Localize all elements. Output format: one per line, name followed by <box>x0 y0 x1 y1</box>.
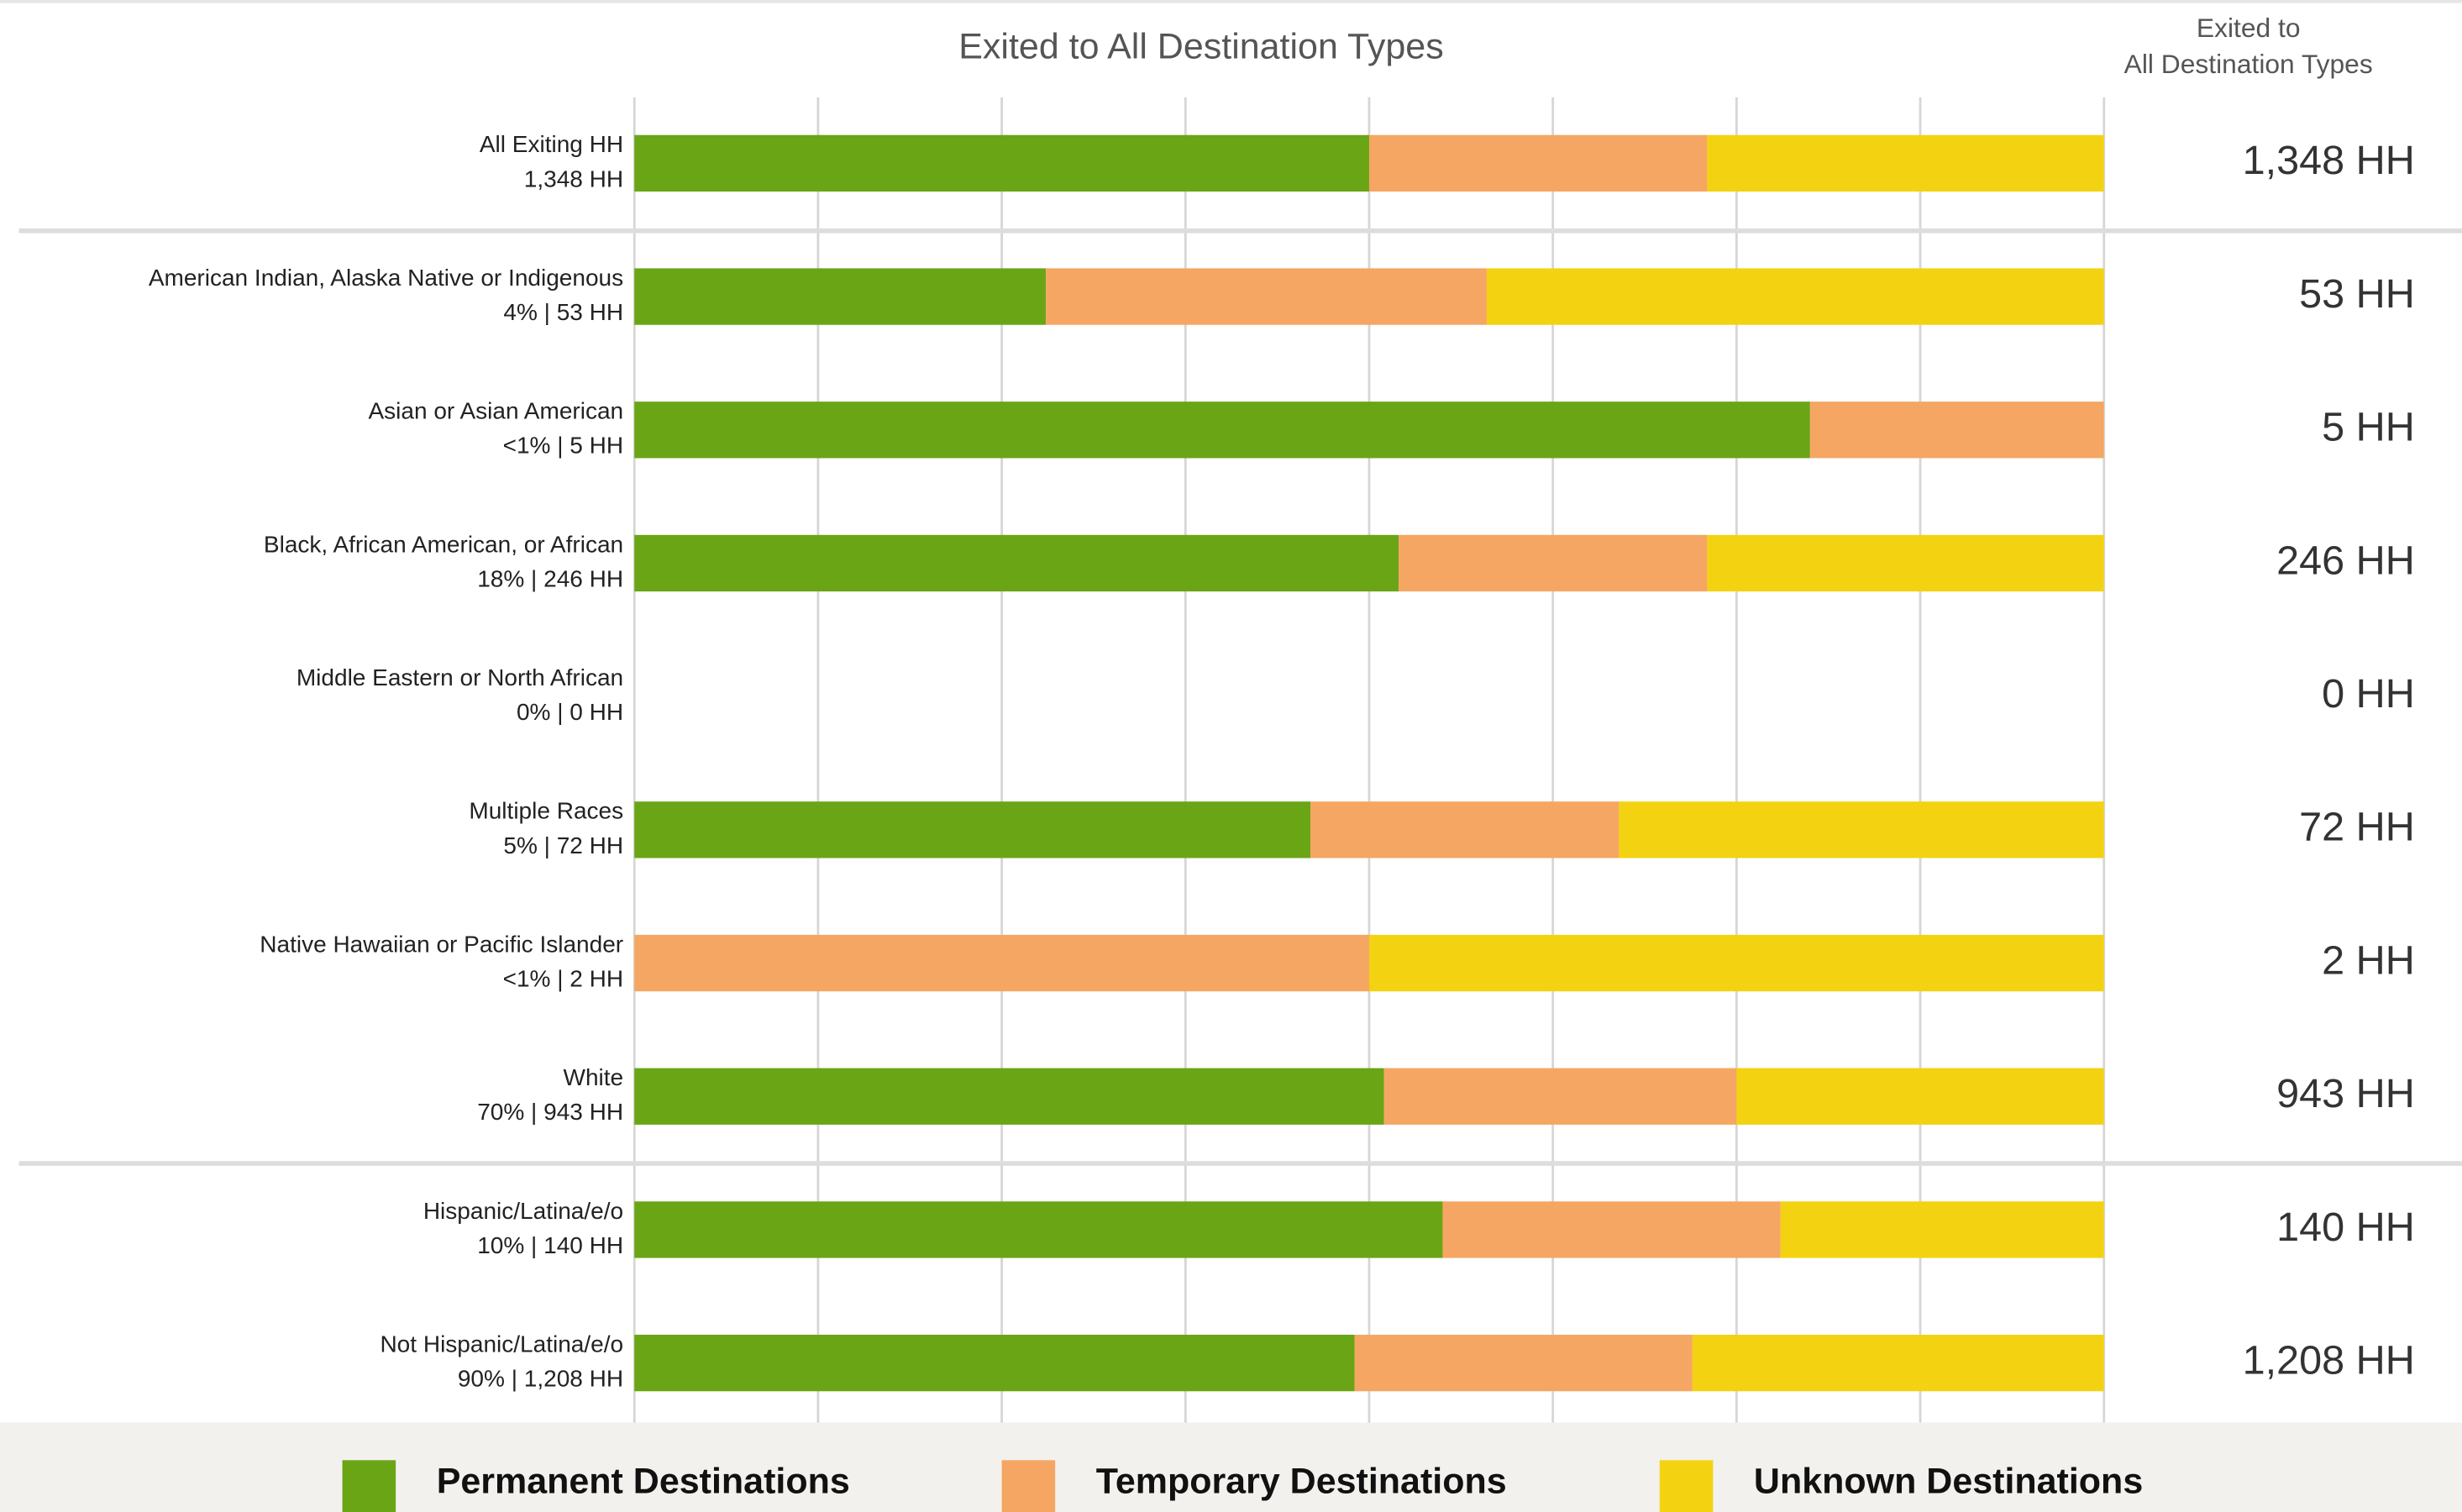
legend-swatch <box>1001 1460 1056 1512</box>
bar-segment <box>1707 134 2104 192</box>
total-label: 246 HH <box>2276 538 2415 583</box>
total-label: 5 HH <box>2322 405 2415 450</box>
category-detail: 1,348 HH <box>524 165 623 192</box>
bar-segment <box>1707 534 2104 592</box>
total-label: 53 HH <box>2299 271 2415 317</box>
category-label: Multiple Races <box>469 798 623 824</box>
bar-segment <box>634 402 1810 459</box>
legend-background <box>0 1422 2462 1512</box>
bar-segment <box>1780 1201 2104 1258</box>
bar-segment <box>634 801 1311 858</box>
bar-segment <box>1442 1201 1781 1258</box>
category-label: Native Hawaiian or Pacific Islander <box>260 931 623 957</box>
total-label: 1,348 HH <box>2243 138 2415 183</box>
legend-label: Permanent Destinations <box>437 1462 850 1502</box>
category-label: American Indian, Alaska Native or Indige… <box>149 265 623 291</box>
category-detail: <1% | 5 HH <box>503 433 624 459</box>
bar-segment <box>1619 801 2104 858</box>
legend-swatch <box>342 1460 396 1512</box>
bar-segment <box>634 268 1047 325</box>
bar-segment <box>1736 1068 2104 1125</box>
legend-swatch <box>1659 1460 1714 1512</box>
total-label: 943 HH <box>2276 1071 2415 1116</box>
bar-segment <box>1310 801 1619 858</box>
category-detail: 4% | 53 HH <box>503 299 623 325</box>
category-detail: 0% | 0 HH <box>517 699 623 725</box>
total-label: 1,208 HH <box>2243 1337 2415 1383</box>
bar-segment <box>1368 934 2104 992</box>
bar-segment <box>1354 1334 1693 1392</box>
legend-label: Unknown Destinations <box>1754 1462 2143 1502</box>
bar-segment <box>634 1334 1355 1392</box>
right-header: All Destination Types <box>2124 49 2373 79</box>
category-label: White <box>564 1064 624 1090</box>
bar-segment <box>634 134 1369 192</box>
bar-segment <box>634 1201 1443 1258</box>
total-label: 72 HH <box>2299 805 2415 850</box>
bar-segment <box>1398 534 1708 592</box>
bar-segment <box>1046 268 1487 325</box>
bar-segment <box>1486 268 2104 325</box>
bar-segment <box>1809 402 2104 459</box>
right-header: Exited to <box>2197 13 2301 43</box>
category-detail: 10% | 140 HH <box>477 1232 623 1258</box>
bar-segment <box>634 1068 1384 1125</box>
category-detail: 90% | 1,208 HH <box>458 1366 623 1392</box>
total-label: 140 HH <box>2276 1205 2415 1250</box>
category-detail: 70% | 943 HH <box>477 1099 623 1125</box>
category-label: Middle Eastern or North African <box>297 664 623 690</box>
category-detail: 5% | 72 HH <box>503 832 623 858</box>
bar-segment <box>1368 134 1708 192</box>
bar-segment <box>634 934 1369 992</box>
total-label: 0 HH <box>2322 671 2415 717</box>
chart-title: Exited to All Destination Types <box>958 26 1443 66</box>
bar-segment <box>1692 1334 2104 1392</box>
category-label: All Exiting HH <box>480 131 623 157</box>
category-detail: <1% | 2 HH <box>503 966 624 992</box>
category-label: Asian or Asian American <box>368 398 623 424</box>
category-detail: 18% | 246 HH <box>477 565 623 591</box>
total-label: 2 HH <box>2322 937 2415 983</box>
bar-segment <box>1383 1068 1737 1125</box>
category-label: Black, African American, or African <box>264 531 623 557</box>
legend-label: Temporary Destinations <box>1096 1462 1507 1502</box>
bar-segment <box>634 534 1399 592</box>
category-label: Hispanic/Latina/e/o <box>423 1198 623 1224</box>
category-label: Not Hispanic/Latina/e/o <box>380 1331 623 1357</box>
